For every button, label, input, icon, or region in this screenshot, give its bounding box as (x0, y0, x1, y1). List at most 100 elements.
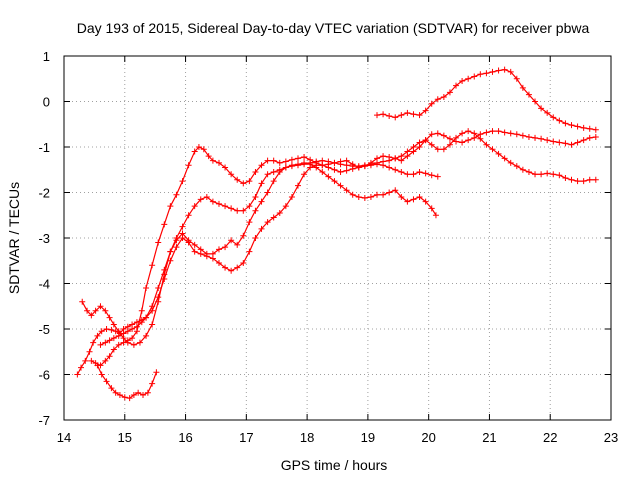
data-point (179, 178, 186, 185)
series-points (374, 66, 599, 133)
data-point (434, 146, 441, 153)
x-tick-label: 19 (361, 430, 375, 445)
data-point (574, 123, 581, 130)
data-point (155, 298, 162, 305)
data-point (562, 174, 569, 181)
data-point (483, 141, 490, 148)
data-point (240, 232, 247, 239)
data-point (319, 169, 326, 176)
data-point (116, 391, 123, 398)
data-point (179, 230, 186, 237)
data-point (538, 171, 545, 178)
data-point (459, 139, 466, 146)
series-line (376, 69, 596, 131)
data-point (301, 154, 308, 161)
data-point (532, 171, 539, 178)
data-point (173, 244, 180, 251)
data-point (90, 339, 97, 346)
data-point (135, 389, 142, 396)
y-tick-label: -7 (38, 413, 50, 428)
data-point (428, 141, 435, 148)
chart-title: Day 193 of 2015, Sidereal Day-to-day VTE… (77, 20, 590, 36)
data-point (264, 219, 271, 226)
data-point (556, 139, 563, 146)
data-point (92, 307, 99, 314)
data-point (79, 298, 86, 305)
data-series (74, 66, 599, 402)
data-point (532, 98, 539, 105)
data-point (556, 117, 563, 124)
data-point (185, 237, 192, 244)
data-point (179, 223, 186, 230)
data-point (331, 166, 338, 173)
data-point (288, 163, 295, 170)
data-point (143, 332, 150, 339)
data-point (270, 169, 277, 176)
data-point (446, 141, 453, 148)
data-point (88, 357, 95, 364)
data-point (519, 166, 526, 173)
data-point (228, 171, 235, 178)
data-point (562, 120, 569, 127)
data-point (258, 180, 265, 187)
data-point (130, 391, 137, 398)
data-point (246, 248, 253, 255)
x-tick-labels: 14 15 16 17 18 19 20 21 22 23 (57, 430, 618, 445)
y-tick-label: -6 (38, 368, 50, 383)
data-point (205, 153, 212, 160)
data-point (130, 341, 137, 348)
data-point (586, 125, 593, 132)
data-point (155, 285, 162, 292)
data-point (440, 146, 447, 153)
data-point (149, 321, 156, 328)
data-point (246, 203, 253, 210)
data-point (173, 235, 180, 241)
data-point (288, 156, 295, 163)
data-point (361, 194, 368, 201)
y-tick-label: -1 (38, 140, 50, 155)
data-point (544, 109, 551, 116)
data-point (398, 194, 405, 201)
data-point (416, 139, 423, 146)
data-point (203, 194, 210, 201)
data-point (133, 323, 140, 330)
data-point (513, 163, 520, 170)
data-point (483, 129, 490, 136)
series-points (94, 362, 160, 402)
data-point (102, 339, 109, 346)
y-tick-labels: -7 -6 -5 -4 -3 -2 -1 0 1 (38, 49, 50, 428)
data-point (138, 307, 145, 314)
data-point (136, 339, 143, 346)
data-point (374, 112, 381, 119)
data-point (586, 134, 593, 141)
data-point (550, 138, 557, 145)
data-point (446, 89, 453, 96)
data-point (483, 70, 490, 77)
data-point (398, 153, 405, 160)
data-point (94, 362, 101, 369)
data-point (580, 178, 587, 185)
data-point (144, 389, 151, 396)
data-point (97, 341, 104, 348)
data-point (410, 196, 417, 203)
x-tick-label: 14 (57, 430, 71, 445)
data-point (215, 260, 222, 267)
data-point (525, 169, 532, 176)
data-point (108, 326, 115, 333)
x-tick-label: 17 (239, 430, 253, 445)
data-point (222, 164, 229, 171)
data-point (453, 82, 460, 89)
data-point (185, 162, 192, 169)
data-point (222, 244, 229, 251)
data-point (550, 114, 557, 121)
data-point (84, 307, 91, 314)
data-point (110, 346, 117, 353)
x-tick-label: 20 (421, 430, 435, 445)
data-point (367, 161, 374, 168)
data-point (337, 169, 344, 176)
data-point (185, 212, 192, 219)
data-point (191, 248, 198, 255)
data-point (325, 173, 332, 180)
data-point (228, 267, 235, 274)
data-point (416, 169, 423, 176)
